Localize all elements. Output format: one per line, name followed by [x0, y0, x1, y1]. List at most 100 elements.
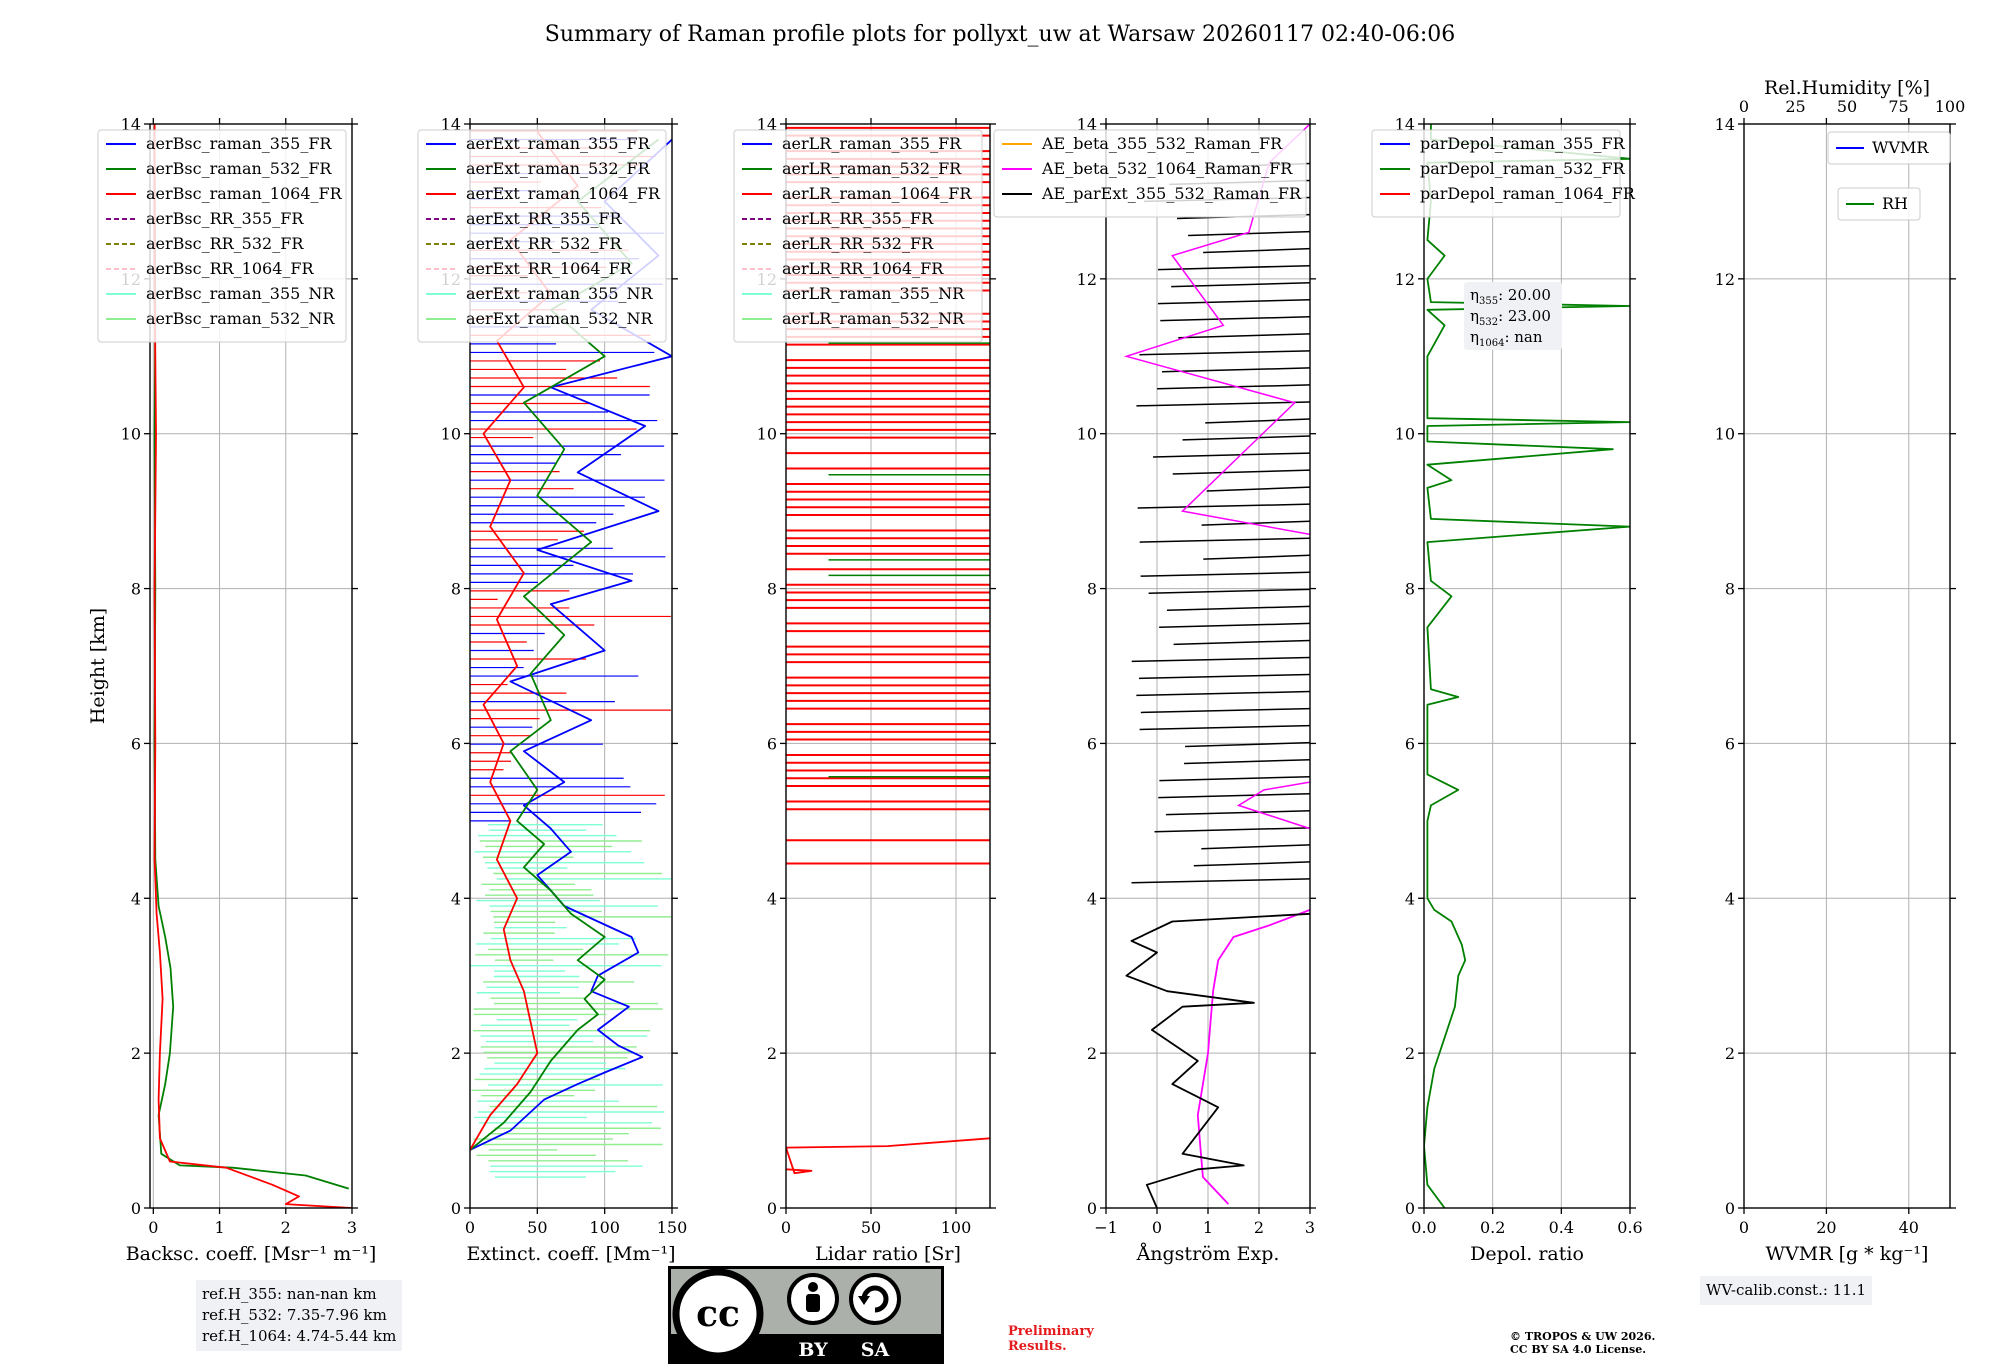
- y-tick-label: 6: [1087, 734, 1097, 753]
- ae-black-segment: [1139, 724, 1310, 731]
- x-tick-label: 0: [781, 1218, 791, 1237]
- x-tick-label: 3: [347, 1218, 357, 1237]
- ae-black-segment: [1172, 469, 1310, 475]
- y-tick-label: 14: [441, 115, 461, 134]
- y-tick-label: 12: [1715, 270, 1735, 289]
- depol-annotation-line: η355: 20.00: [1470, 286, 1551, 307]
- y-tick-label: 6: [1405, 734, 1415, 753]
- y-tick-label: 12: [1395, 270, 1415, 289]
- legend-label: aerExt_RR_532_FR: [466, 234, 623, 253]
- ae-black-segment: [1203, 247, 1310, 254]
- y-tick-label: 6: [1725, 734, 1735, 753]
- wv-calibration-box: WV-calib.const.: 11.1: [1700, 1276, 1873, 1305]
- ae-black-segment: [1165, 810, 1310, 816]
- top-x-tick-label: 0: [1739, 97, 1749, 116]
- legend-box: [417, 129, 667, 343]
- legend-label: aerExt_raman_532_FR: [466, 159, 651, 178]
- plot-area-ae: [1123, 124, 1310, 1208]
- ae-black-segment: [1136, 401, 1310, 407]
- legend-label: aerBsc_RR_355_FR: [146, 209, 304, 228]
- legend-label: WVMR: [1872, 138, 1929, 157]
- legend-label: aerLR_raman_355_FR: [782, 134, 962, 153]
- ae-black-segment: [1178, 333, 1310, 339]
- legend-label: aerExt_raman_355_NR: [466, 284, 654, 303]
- y-tick-label: 4: [1087, 889, 1097, 908]
- x-axis-label: Lidar ratio [Sr]: [815, 1243, 961, 1265]
- legend-label: aerLR_raman_532_FR: [782, 159, 962, 178]
- x-axis-label: WVMR [g * kg⁻¹]: [1766, 1243, 1929, 1265]
- x-tick-label: 0: [148, 1218, 158, 1237]
- x-tick-label: 0.2: [1480, 1218, 1505, 1237]
- y-tick-label: 14: [1715, 115, 1735, 134]
- legend-label: aerExt_RR_355_FR: [466, 209, 623, 228]
- ae-black-segment: [1162, 367, 1310, 373]
- axes-frame: [149, 123, 353, 1209]
- y-axis-label: Height [km]: [87, 608, 109, 724]
- ae-black-segment: [1159, 622, 1310, 629]
- by-person-head: [808, 1282, 818, 1292]
- x-tick-label: 100: [589, 1218, 620, 1237]
- reference-height-box: ref.H_355: nan-nan km ref.H_532: 7.35-7.…: [196, 1280, 403, 1351]
- ae-black-segment: [1201, 844, 1310, 850]
- ae-black-segment: [1148, 588, 1310, 594]
- ae-black-segment: [1201, 520, 1310, 526]
- legend-label: aerLR_RR_532_FR: [782, 234, 934, 253]
- y-tick-label: 8: [1405, 580, 1415, 599]
- panel-lr: 05010002468101214Lidar ratio [Sr]aerLR_r…: [733, 115, 996, 1265]
- y-tick-label: 14: [1077, 115, 1097, 134]
- cc-by-sa-badge: cc BY SA: [668, 1266, 944, 1364]
- ae-black-segment: [1159, 775, 1310, 782]
- x-tick-label: 150: [657, 1218, 688, 1237]
- legend-label: aerBsc_raman_1064_FR: [146, 184, 343, 203]
- legend-label: aerExt_raman_532_NR: [466, 309, 654, 328]
- ae-black-segment: [1157, 384, 1310, 390]
- panel-wv: 0 20 40 0 2 4 6 8 10 12 14 WVMR [g * kg⁻¹] 0 25 50 75 10…: [1715, 77, 1966, 1265]
- ae-black-segment: [1137, 503, 1310, 509]
- panel-bsc: 012302468101214Backsc. coeff. [Msr⁻¹ m⁻¹…: [97, 115, 376, 1265]
- ae-black-segment: [1158, 793, 1310, 799]
- y-tick-label: 2: [1405, 1044, 1415, 1063]
- ae-black-segment: [1136, 690, 1310, 697]
- y-tick-label: 4: [451, 889, 461, 908]
- depol-annotation-line: η532: 23.00: [1470, 307, 1551, 328]
- ref-h-355: ref.H_355: nan-nan km: [202, 1285, 377, 1303]
- legend-label: aerBsc_raman_355_NR: [146, 284, 335, 303]
- legend-box: [1371, 129, 1621, 218]
- ae-black-segment: [1184, 741, 1310, 748]
- ae-black-segment: [1203, 554, 1310, 560]
- top-x-tick-label: 100: [1935, 97, 1966, 116]
- panel-ext: 05010015002468101214Extinct. coeff. [Mm⁻…: [417, 115, 688, 1265]
- x-axis-label: Ångström Exp.: [1136, 1243, 1280, 1265]
- series-aerBsc_raman_1064_FR: [153, 124, 352, 1208]
- y-tick-label: 6: [767, 734, 777, 753]
- ae-black-segment: [1139, 350, 1310, 356]
- ae-black-segment: [1152, 452, 1310, 458]
- y-tick-label: 2: [767, 1044, 777, 1063]
- y-tick-label: 2: [1087, 1044, 1097, 1063]
- y-tick-label: 0: [131, 1199, 141, 1218]
- x-tick-label: 0.6: [1617, 1218, 1642, 1237]
- y-tick-label: 10: [1715, 425, 1735, 444]
- legend-label: aerLR_raman_1064_FR: [782, 184, 972, 203]
- copyright-line-2: CC BY SA 4.0 License.: [1510, 1343, 1647, 1356]
- sa-share-alike-icon: [849, 1273, 901, 1325]
- ae-black-segment: [1154, 827, 1310, 833]
- legend-box: [1837, 187, 1921, 221]
- y-tick-label: 4: [1725, 889, 1735, 908]
- y-tick-label: 8: [451, 580, 461, 599]
- depol-annotation-line: η1064: nan: [1470, 328, 1543, 349]
- series-aerLR_raman_1064_FR: [786, 1137, 990, 1175]
- legend-label: aerExt_raman_1064_FR: [466, 184, 661, 203]
- y-tick-label: 6: [131, 734, 141, 753]
- y-tick-label: 4: [1405, 889, 1415, 908]
- x-tick-label: 50: [861, 1218, 881, 1237]
- ae-black-segment: [1157, 264, 1310, 271]
- wv-calib-constant: WV-calib.const.: 11.1: [1706, 1281, 1867, 1299]
- x-tick-label: 100: [941, 1218, 972, 1237]
- y-tick-label: 0: [767, 1199, 777, 1218]
- x-tick-label: 2: [281, 1218, 291, 1237]
- top-x-tick-label: 25: [1785, 97, 1805, 116]
- x-tick-label: 1: [1203, 1218, 1213, 1237]
- x-tick-label: 40: [1899, 1218, 1919, 1237]
